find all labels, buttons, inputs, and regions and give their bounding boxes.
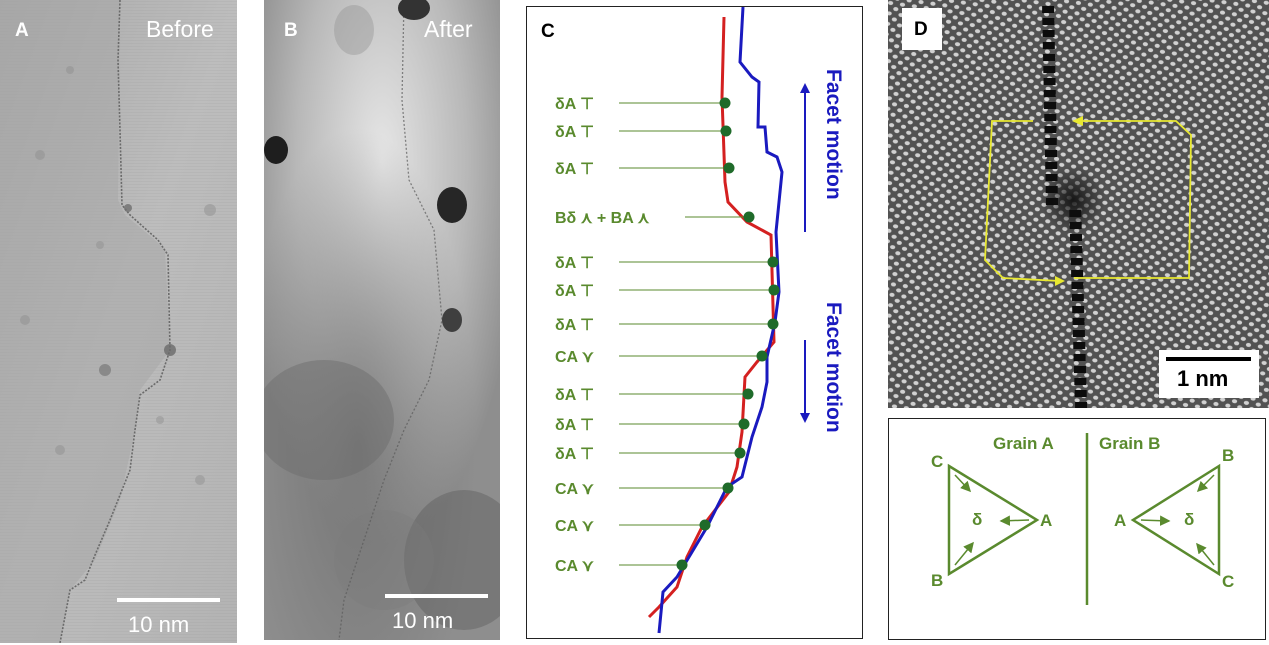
dislocation-dot [676, 559, 688, 571]
dislocation-dot [768, 284, 780, 296]
boundary-atom-column [1070, 246, 1083, 253]
panel-b: B After 10 nm [264, 0, 500, 640]
grain-b-label: Grain B [1099, 434, 1160, 453]
boundary-atom-column [1074, 378, 1087, 385]
right-vertex-top: B [1222, 446, 1234, 465]
dislocation-label: CA ⋎ [555, 558, 594, 575]
dislocation-dot [738, 418, 750, 430]
dislocation-dot [756, 350, 768, 362]
dislocation-dot [722, 482, 734, 494]
scale-label-d: 1 nm [1177, 366, 1229, 391]
right-vertex-left: A [1114, 511, 1126, 530]
boundary-atom-column [1071, 270, 1084, 277]
scale-bar-b [385, 594, 488, 598]
boundary-atom-column [1075, 402, 1088, 408]
boundary-atom-column [1070, 258, 1083, 265]
micrograph-after [264, 0, 500, 640]
boundary-atom-column [1071, 282, 1084, 289]
dislocation-label: δA ⊤ [555, 446, 594, 463]
facet-motion-label-top: Facet motion [822, 69, 845, 200]
boundary-atom-column [1072, 330, 1085, 337]
boundary-atom-column [1045, 150, 1057, 157]
boundary-atom-column [1074, 390, 1087, 397]
panel-label-d: D [914, 19, 928, 40]
micrograph-before [0, 0, 237, 643]
boundary-atom-column [1073, 366, 1086, 373]
boundary-atom-column [1042, 18, 1055, 25]
dislocation-label: δA ⊤ [555, 255, 594, 272]
panel-a: A Before 10 nm [0, 0, 237, 643]
dislocation-dot [743, 211, 755, 223]
panel-label-c: C [541, 21, 555, 42]
boundary-line-before [647, 16, 776, 619]
boundary-atom-column [1043, 78, 1056, 85]
scale-bar-a [117, 598, 220, 602]
dislocation-label: CA ⋎ [555, 349, 594, 366]
burgers-vector-diagram: Grain A Grain B C A B δ B A C δ [931, 433, 1234, 605]
boundary-atom-column [1043, 66, 1056, 73]
boundary-atom-column [1044, 138, 1057, 145]
panel-label-b: B [284, 20, 298, 41]
boundary-atom-column [1073, 354, 1086, 361]
dislocation-label: δA ⊤ [555, 417, 594, 434]
dislocation-dot [767, 256, 779, 268]
panel-d: D 1 nm [888, 0, 1269, 408]
panel-label-d-box [902, 8, 942, 50]
boundary-atom-column [1044, 102, 1057, 109]
boundary-atom-column [1073, 342, 1086, 349]
boundary-atom-column [1042, 42, 1055, 49]
left-center: δ [972, 510, 982, 529]
facet-motion-label-bottom: Facet motion [822, 302, 845, 433]
left-vertex-bottom: B [931, 571, 943, 590]
caption-before: Before [146, 16, 214, 42]
left-vertex-top: C [931, 452, 943, 471]
dislocation-label: δA ⊤ [555, 96, 594, 113]
caption-after: After [424, 16, 473, 42]
dislocation-dot [767, 318, 779, 330]
boundary-atom-column [1072, 306, 1085, 313]
dislocation-dot [742, 388, 754, 400]
dislocation-label: CA ⋎ [555, 518, 594, 535]
hrtem-image [888, 0, 1269, 408]
scale-label-a: 10 nm [128, 612, 190, 637]
right-vertex-bottom: C [1222, 572, 1234, 591]
dislocation-dot [723, 162, 735, 174]
dislocation-dot [734, 447, 746, 459]
boundary-atom-column [1070, 234, 1083, 241]
panel-label-a: A [15, 20, 29, 41]
dislocation-label: Bδ ⋏ + BA ⋏ [555, 210, 650, 227]
boundary-atom-column [1044, 126, 1057, 133]
scale-label-b: 10 nm [392, 608, 454, 633]
left-vertex-right: A [1040, 511, 1052, 530]
dislocation-label: CA ⋎ [555, 481, 594, 498]
dislocation-label: δA ⊤ [555, 317, 594, 334]
dislocation-label: δA ⊤ [555, 283, 594, 300]
dislocation-label: δA ⊤ [555, 161, 594, 178]
burgers-circuit [984, 120, 1061, 282]
boundary-atom-column [1043, 54, 1056, 61]
boundary-atom-column [1042, 6, 1055, 13]
boundary-atom-column [1071, 294, 1084, 301]
boundary-atom-column [1044, 114, 1057, 121]
dislocation-dot [699, 519, 711, 531]
boundary-atom-column [1042, 30, 1055, 37]
dislocation-dot [719, 97, 731, 109]
panel-e: Grain A Grain B C A B δ B A C δ [888, 418, 1266, 640]
dislocation-schematic: δA ⊤ δA ⊤ δA ⊤ Bδ ⋏ + BA ⋏ δA ⊤ δA ⊤ δA ⊤ CA ⋎ δ… [555, 7, 845, 634]
scale-bar-d [1166, 357, 1251, 361]
boundary-atom-column [1072, 318, 1085, 325]
grain-a-label: Grain A [993, 434, 1054, 453]
dislocation-label: δA ⊤ [555, 124, 594, 141]
boundary-atom-column [1045, 162, 1058, 169]
boundary-atom-column [1043, 90, 1056, 97]
dislocation-dot [720, 125, 732, 137]
dislocation-label: δA ⊤ [555, 387, 594, 404]
right-center: δ [1184, 510, 1194, 529]
panel-c: δA ⊤ δA ⊤ δA ⊤ Bδ ⋏ + BA ⋏ δA ⊤ δA ⊤ δA ⊤ CA ⋎ δ… [526, 6, 863, 639]
